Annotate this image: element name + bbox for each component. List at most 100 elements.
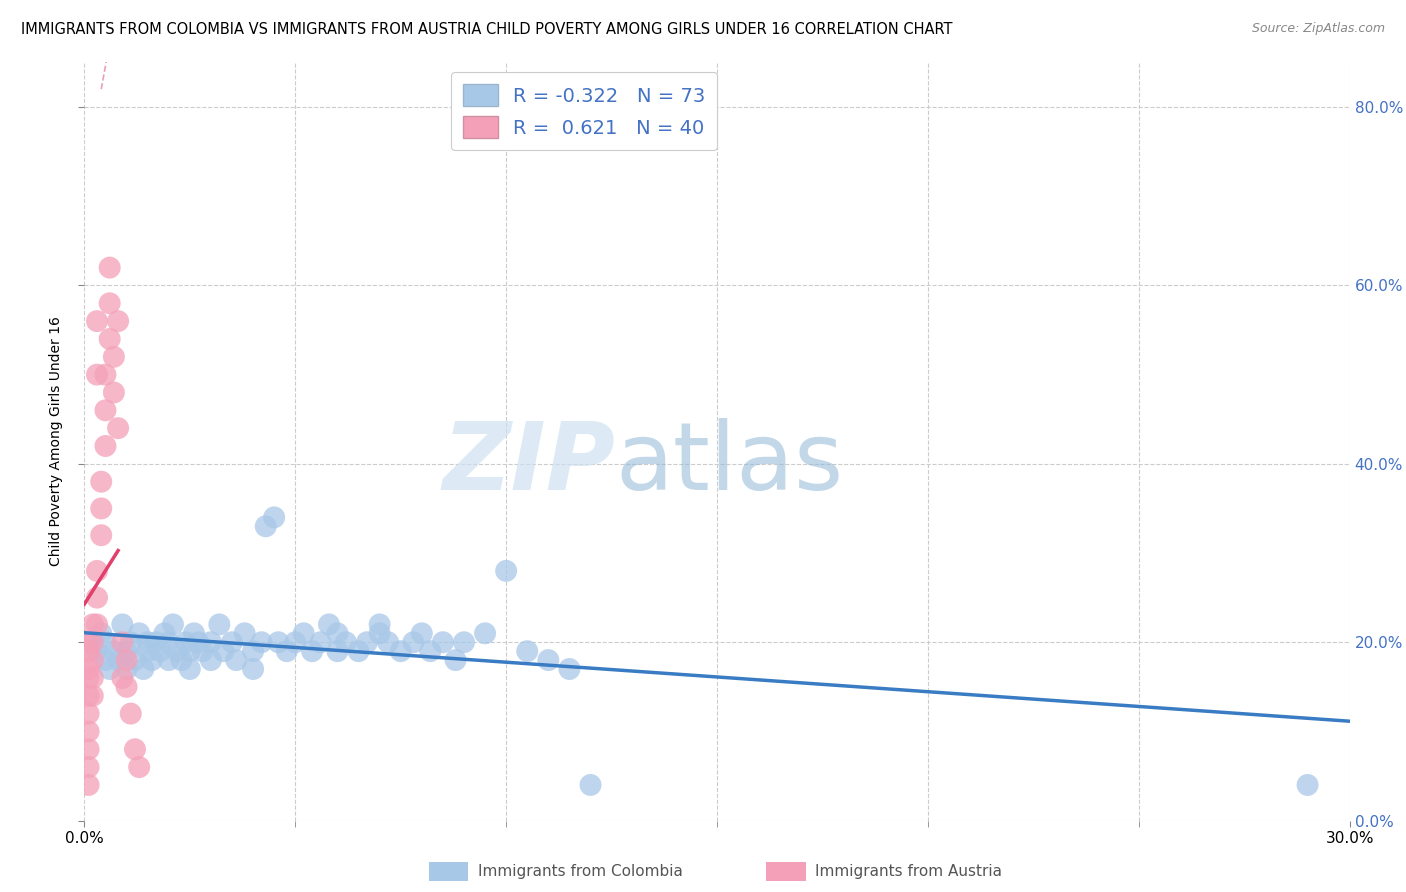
- Point: [558, 662, 581, 676]
- Point: [292, 626, 315, 640]
- Point: [495, 564, 517, 578]
- Y-axis label: Child Poverty Among Girls Under 16: Child Poverty Among Girls Under 16: [49, 317, 63, 566]
- Point: [82, 635, 104, 649]
- Point: [326, 644, 349, 658]
- Point: [94, 368, 117, 382]
- Point: [183, 626, 205, 640]
- Point: [98, 296, 121, 310]
- Point: [82, 635, 104, 649]
- Point: [103, 385, 125, 400]
- Point: [162, 617, 184, 632]
- Point: [77, 706, 100, 721]
- Point: [157, 653, 180, 667]
- Point: [90, 626, 112, 640]
- Point: [86, 368, 108, 382]
- Point: [136, 635, 159, 649]
- Point: [474, 626, 496, 640]
- Point: [250, 635, 273, 649]
- Point: [200, 653, 222, 667]
- Point: [368, 626, 391, 640]
- Point: [166, 644, 188, 658]
- Point: [132, 662, 155, 676]
- Point: [347, 644, 370, 658]
- Point: [82, 671, 104, 685]
- Point: [82, 653, 104, 667]
- Legend: R = -0.322   N = 73, R =  0.621   N = 40: R = -0.322 N = 73, R = 0.621 N = 40: [451, 72, 717, 150]
- Point: [77, 662, 100, 676]
- Point: [90, 501, 112, 516]
- Point: [411, 626, 433, 640]
- Point: [115, 644, 138, 658]
- Point: [174, 635, 197, 649]
- Point: [419, 644, 441, 658]
- Point: [120, 706, 142, 721]
- Point: [86, 644, 108, 658]
- Point: [309, 635, 332, 649]
- Point: [1296, 778, 1319, 792]
- Point: [111, 635, 134, 649]
- Point: [318, 617, 340, 632]
- Point: [103, 644, 125, 658]
- Point: [107, 421, 129, 435]
- Point: [86, 591, 108, 605]
- Point: [111, 671, 134, 685]
- Text: ZIP: ZIP: [443, 418, 616, 510]
- Point: [141, 653, 163, 667]
- Point: [149, 644, 172, 658]
- Point: [124, 653, 146, 667]
- Point: [77, 671, 100, 685]
- Point: [153, 626, 176, 640]
- Point: [94, 653, 117, 667]
- Point: [284, 635, 307, 649]
- Point: [200, 635, 222, 649]
- Text: atlas: atlas: [616, 418, 844, 510]
- Point: [263, 510, 285, 524]
- Point: [115, 653, 138, 667]
- Point: [453, 635, 475, 649]
- Point: [179, 662, 201, 676]
- Point: [82, 689, 104, 703]
- Point: [115, 662, 138, 676]
- Point: [77, 644, 100, 658]
- Point: [516, 644, 538, 658]
- Point: [120, 635, 142, 649]
- Point: [242, 662, 264, 676]
- Point: [242, 644, 264, 658]
- Point: [254, 519, 277, 533]
- Point: [145, 635, 167, 649]
- Point: [301, 644, 323, 658]
- Text: Immigrants from Austria: Immigrants from Austria: [815, 864, 1002, 879]
- Point: [276, 644, 298, 658]
- Point: [77, 742, 100, 756]
- Point: [326, 626, 349, 640]
- Point: [136, 644, 159, 658]
- Point: [90, 475, 112, 489]
- Point: [77, 689, 100, 703]
- Point: [335, 635, 357, 649]
- Point: [77, 724, 100, 739]
- Point: [377, 635, 399, 649]
- Point: [402, 635, 425, 649]
- Point: [98, 260, 121, 275]
- Point: [389, 644, 412, 658]
- Point: [579, 778, 602, 792]
- Point: [225, 653, 247, 667]
- Point: [94, 439, 117, 453]
- Point: [208, 617, 231, 632]
- Point: [82, 617, 104, 632]
- Point: [128, 626, 150, 640]
- Text: Immigrants from Colombia: Immigrants from Colombia: [478, 864, 683, 879]
- Point: [77, 635, 100, 649]
- Point: [94, 403, 117, 417]
- Point: [77, 760, 100, 774]
- Point: [103, 350, 125, 364]
- Point: [432, 635, 454, 649]
- Point: [77, 778, 100, 792]
- Point: [212, 644, 235, 658]
- Point: [98, 662, 121, 676]
- Point: [107, 314, 129, 328]
- Point: [221, 635, 243, 649]
- Point: [128, 760, 150, 774]
- Point: [356, 635, 378, 649]
- Point: [191, 644, 214, 658]
